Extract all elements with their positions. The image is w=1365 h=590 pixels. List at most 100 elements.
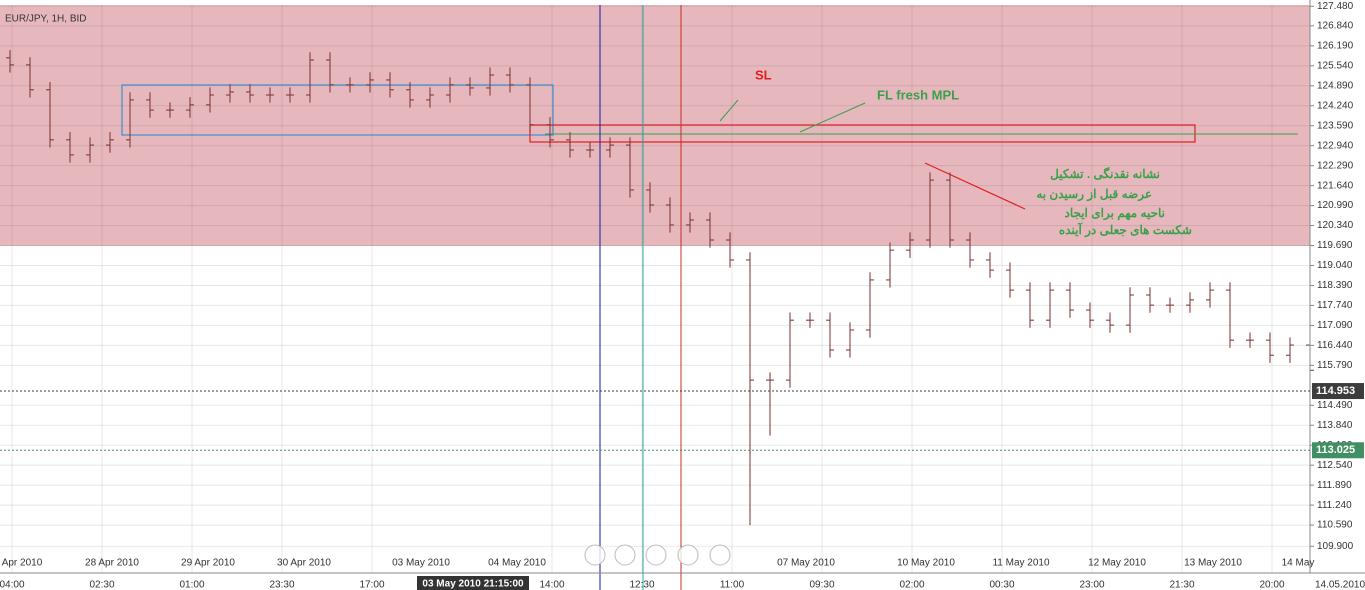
- x-date-label: 13 May 2010: [1184, 558, 1242, 569]
- ohlc-bar: [1006, 262, 1014, 298]
- ohlc-bar: [126, 92, 134, 148]
- sl-pointer: [719, 99, 739, 122]
- ohlc-bar: [806, 312, 814, 328]
- x-time-label: 02:00: [899, 580, 924, 590]
- y-tick-label: 116.440: [1317, 340, 1353, 351]
- ohlc-bar: [1186, 292, 1194, 313]
- y-tick-label: 122.290: [1317, 160, 1354, 171]
- x-date-label: Apr 2010: [2, 558, 43, 569]
- y-tick-label: 126.840: [1317, 21, 1354, 32]
- y-tick-label: 126.190: [1317, 40, 1354, 51]
- ohlc-bar: [286, 87, 294, 103]
- price-label: 113.025: [1316, 444, 1355, 456]
- x-date-label: 12 May 2010: [1088, 558, 1146, 569]
- crosshair-box: [417, 576, 529, 590]
- ohlc-bar: [206, 87, 214, 113]
- x-time-label: 01:00: [179, 580, 204, 590]
- ohlc-bar: [426, 87, 434, 108]
- y-tick-label: 114.490: [1317, 400, 1353, 411]
- y-tick-label: 117.740: [1317, 300, 1353, 311]
- ohlc-bar: [1066, 282, 1074, 318]
- y-tick-label: 112.540: [1317, 460, 1353, 471]
- y-tick-label: 123.590: [1317, 120, 1354, 131]
- ohlc-bar: [506, 67, 514, 93]
- y-tick-label: 118.390: [1317, 280, 1353, 291]
- ohlc-bar: [86, 137, 94, 163]
- ohlc-bar: [306, 52, 314, 103]
- ohlc-bar: [146, 92, 154, 118]
- ohlc-bar: [766, 372, 774, 436]
- nav-button[interactable]: [645, 544, 667, 566]
- ohlc-bar: [1246, 332, 1254, 348]
- ohlc-bar: [186, 97, 194, 118]
- ohlc-bar: [926, 172, 934, 248]
- nav-button[interactable]: [677, 544, 699, 566]
- ohlc-bar: [746, 252, 754, 526]
- ohlc-bar: [706, 212, 714, 248]
- x-time-label: 11:00: [720, 580, 745, 590]
- y-tick-label: 110.590: [1317, 520, 1353, 531]
- x-date-label: 28 Apr 2010: [85, 558, 139, 569]
- price-label: 114.953: [1316, 385, 1355, 397]
- annotation: شکست های جعلی در آینده: [1059, 221, 1192, 238]
- x-time-label: 00:30: [989, 580, 1014, 590]
- x-time-label: 14.05.2010: [1315, 580, 1365, 590]
- ohlc-bar: [546, 117, 554, 148]
- ohlc-bar: [626, 137, 634, 198]
- x-time-label: 02:30: [89, 580, 114, 590]
- ohlc-bar: [786, 312, 794, 388]
- blue-box: [121, 84, 554, 136]
- ohlc-bar: [66, 132, 74, 163]
- x-date-label: 11 May 2010: [992, 558, 1050, 569]
- ohlc-bar: [226, 84, 234, 103]
- ohlc-bar: [486, 67, 494, 96]
- plot: [6, 50, 1314, 526]
- ohlc-bar: [906, 232, 914, 258]
- plot-back: [0, 5, 1310, 590]
- ohlc-bar: [586, 142, 594, 158]
- y-tick-label: 124.890: [1317, 80, 1354, 91]
- y-tick-label: 120.340: [1317, 220, 1354, 231]
- ohlc-bar: [1286, 337, 1294, 363]
- ohlc-bar: [26, 57, 34, 98]
- annotation: ناحیه مهم برای ایجاد: [1064, 206, 1165, 221]
- x-time-label: 20:00: [1259, 580, 1284, 590]
- x-time-label: 23:30: [269, 580, 294, 590]
- y-tick-label: 111.240: [1317, 500, 1352, 511]
- ohlc-bar: [386, 72, 394, 98]
- ohlc-bar: [646, 182, 654, 213]
- x-date-label: 29 Apr 2010: [181, 558, 235, 569]
- ohlc-bar: [726, 232, 734, 268]
- y-tick-label: 121.640: [1317, 180, 1354, 191]
- price-label-box: [1312, 383, 1364, 400]
- x-date-label: 07 May 2010: [777, 558, 835, 569]
- x-time-label: 23:00: [1079, 580, 1104, 590]
- nav-button[interactable]: [709, 544, 731, 566]
- y-tick-label: 119.040: [1317, 260, 1353, 271]
- annotation: عرضه قبل از رسیدن به: [1036, 187, 1152, 202]
- ohlc-bar: [1086, 302, 1094, 328]
- price-label-box: [1312, 442, 1364, 459]
- ohlc-bar: [826, 312, 834, 358]
- y-tick-label: 109.900: [1317, 541, 1354, 552]
- nav-button[interactable]: [584, 544, 606, 566]
- ohlc-bar: [1226, 282, 1234, 348]
- ohlc-bar: [406, 82, 414, 108]
- ohlc-bar: [946, 172, 954, 248]
- ohlc-bar: [266, 87, 274, 103]
- x-date-label: 04 May 2010: [488, 558, 546, 569]
- y-tick-label: 125.540: [1317, 60, 1354, 71]
- x-time-label: 12:30: [629, 580, 654, 590]
- x-date-label: 10 May 2010: [897, 558, 955, 569]
- chart-title: EUR/JPY, 1H, BID: [5, 14, 87, 25]
- ohlc-bar: [966, 232, 974, 268]
- fl-pointer: [799, 102, 866, 133]
- y-tick-label: 111.890: [1317, 480, 1352, 491]
- ohlc-bar: [366, 72, 374, 93]
- y-tick-label: 124.240: [1317, 100, 1354, 111]
- trend-line: [924, 162, 1026, 210]
- ohlc-bar: [46, 82, 54, 148]
- ohlc-bar: [326, 52, 334, 93]
- nav-button[interactable]: [614, 544, 636, 566]
- annotation: FL fresh MPL: [877, 87, 959, 102]
